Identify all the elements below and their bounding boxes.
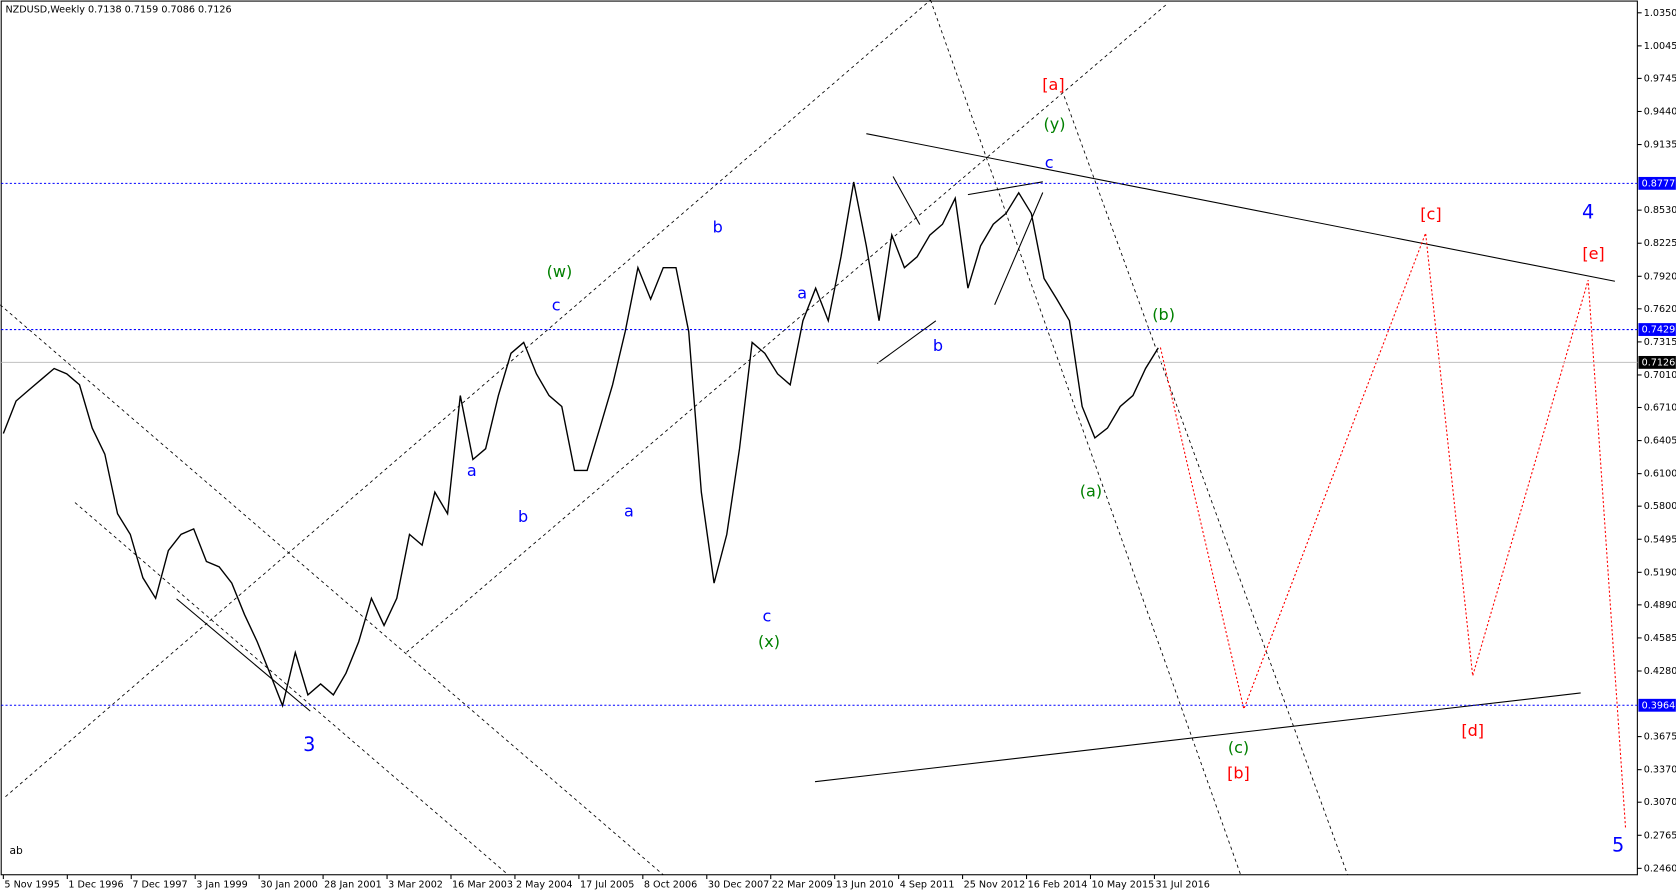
x-tick-label: 31 Jul 2016 [1155, 879, 1209, 890]
level-label-box [1638, 323, 1676, 336]
y-tick-label: 0.7315 [1644, 337, 1676, 348]
wave-label: b [933, 336, 943, 355]
level-label: 0.7126 [1642, 357, 1676, 368]
wave-label: 4 [1582, 200, 1594, 223]
x-tick-label: 17 Jul 2005 [580, 879, 634, 890]
trend-line [866, 133, 1616, 282]
wave-label: [d] [1461, 721, 1484, 740]
x-tick-label: 30 Jan 2000 [260, 879, 318, 890]
x-tick-label: 16 Feb 2014 [1028, 879, 1088, 890]
y-tick-label: 0.4890 [1644, 600, 1676, 611]
y-tick-label: 0.6100 [1644, 469, 1676, 480]
y-tick-label: 0.2460 [1644, 863, 1676, 874]
wave-label: (a) [1080, 481, 1102, 500]
trend-line [892, 176, 921, 225]
wave-label: b [518, 507, 528, 526]
level-label: 0.3964 [1642, 700, 1676, 711]
x-tick-label: 3 Jan 1999 [196, 879, 248, 890]
y-tick-label: 0.9135 [1644, 140, 1676, 151]
wave-label: c [1045, 153, 1054, 172]
wave-label: (b) [1152, 305, 1175, 324]
y-tick-label: 0.3370 [1644, 765, 1676, 776]
level-label-box [1638, 355, 1676, 369]
x-tick-label: 1 Dec 1996 [68, 879, 123, 890]
y-tick-label: 0.7010 [1644, 370, 1676, 381]
dashed-line [74, 502, 509, 876]
wave-label: b [713, 217, 723, 236]
x-tick-label: 4 Sep 2011 [900, 879, 955, 890]
y-tick-label: 0.6405 [1644, 436, 1676, 447]
level-label-box [1638, 698, 1676, 712]
projection-path [1159, 232, 1627, 829]
wave-label: [a] [1042, 75, 1064, 94]
x-tick-label: 5 Nov 1995 [4, 879, 59, 890]
y-tick-label: 0.8530 [1644, 205, 1676, 216]
x-tick-label: 8 Oct 2006 [644, 879, 697, 890]
level-label-box [1638, 176, 1676, 190]
price-line [2, 181, 1159, 708]
wave-label: c [552, 295, 561, 314]
wave-label: a [797, 284, 807, 303]
x-tick-label: 13 Jun 2010 [836, 879, 894, 890]
y-tick-label: 0.7620 [1644, 304, 1676, 315]
x-tick-label: 25 Nov 2012 [964, 879, 1026, 890]
y-tick-label: 1.0045 [1644, 41, 1676, 52]
y-tick-label: 0.5190 [1644, 567, 1676, 578]
trend-line [994, 192, 1044, 305]
dashed-line [5, 0, 931, 798]
trend-line [967, 181, 1043, 196]
wave-label: a [624, 502, 634, 521]
dashed-line [930, 0, 1242, 875]
x-tick-label: 10 May 2015 [1092, 879, 1155, 890]
x-tick-label: 2 May 2004 [516, 879, 573, 890]
wave-label: [c] [1420, 204, 1441, 223]
wave-label: 3 [303, 733, 315, 756]
wave-label: c [762, 607, 771, 626]
channel-lines [0, 0, 1348, 876]
y-tick-label: 0.5495 [1644, 534, 1676, 545]
trend-line [876, 320, 937, 365]
level-label: 0.7429 [1642, 325, 1676, 336]
y-tick-label: 0.8225 [1644, 238, 1676, 249]
x-tick-label: 28 Jan 2001 [324, 879, 382, 890]
trend-line [176, 598, 311, 712]
dashed-line [0, 304, 664, 876]
y-tick-label: 0.5800 [1644, 501, 1676, 512]
wave-label: [b] [1227, 764, 1250, 783]
x-tick-label: 30 Dec 2007 [708, 879, 769, 890]
y-tick-label: 0.2765 [1644, 830, 1676, 841]
wave-label: (c) [1228, 738, 1249, 757]
y-tick-label: 0.9440 [1644, 106, 1676, 117]
x-tick-label: 7 Dec 1997 [132, 879, 187, 890]
y-tick-label: 0.3070 [1644, 797, 1676, 808]
wave-label: a [467, 461, 477, 480]
level-label: 0.8777 [1642, 178, 1676, 189]
y-tick-label: 0.6710 [1644, 403, 1676, 414]
y-tick-label: 0.3675 [1644, 732, 1676, 743]
y-tick-label: 0.9745 [1644, 73, 1676, 84]
wave-label: ab [10, 844, 24, 857]
trend-line [814, 692, 1581, 783]
wave-label: (x) [758, 632, 780, 651]
wave-label: (y) [1044, 115, 1066, 134]
x-tick-label: 22 Mar 2009 [772, 879, 833, 890]
y-tick-label: 0.7920 [1644, 271, 1676, 282]
chart-title: NZDUSD,Weekly 0.7138 0.7159 0.7086 0.712… [5, 5, 231, 16]
plot-frame [0, 0, 1638, 876]
wave-label: 5 [1612, 833, 1624, 856]
wave-label: (w) [547, 262, 573, 281]
x-tick-label: 3 Mar 2002 [388, 879, 443, 890]
x-tick-label: 16 Mar 2003 [452, 879, 513, 890]
wave-label: [e] [1582, 244, 1604, 263]
y-tick-label: 0.4585 [1644, 633, 1676, 644]
y-tick-label: 1.0350 [1644, 8, 1676, 19]
trend-lines [176, 133, 1616, 783]
y-tick-label: 0.4280 [1644, 666, 1676, 677]
